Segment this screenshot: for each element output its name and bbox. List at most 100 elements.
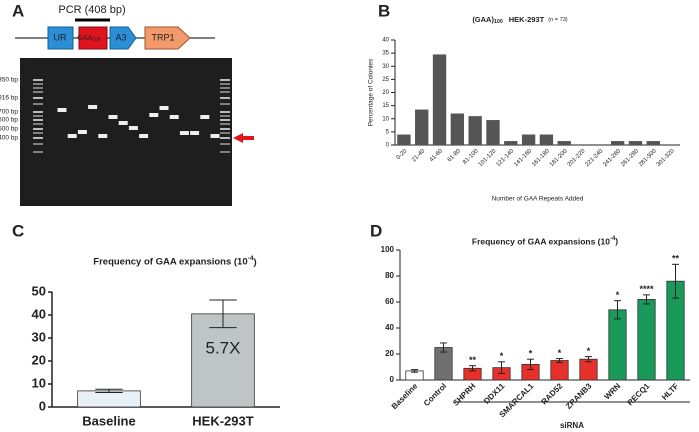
x-tick-label: 221-240 bbox=[585, 148, 605, 168]
ladder-band bbox=[33, 128, 43, 130]
y-tick-label: 20 bbox=[382, 90, 389, 96]
ladder-band bbox=[33, 87, 43, 89]
lane-number: 15 bbox=[201, 66, 208, 72]
gel-band bbox=[190, 131, 200, 135]
ladder-band bbox=[220, 115, 230, 117]
asterisk: * bbox=[169, 105, 174, 117]
y-tick-label: 35 bbox=[382, 51, 389, 57]
gel-band bbox=[88, 105, 98, 109]
y-tick-label: 15 bbox=[382, 103, 389, 109]
lane-number: 10 bbox=[150, 66, 157, 72]
x-tick-label: HLTF bbox=[660, 381, 680, 401]
red-arrow bbox=[233, 133, 254, 143]
diagram-box-label: A3 bbox=[115, 32, 126, 42]
diagram-box-label: UR bbox=[54, 32, 67, 42]
diagram-box-label: TRP1 bbox=[151, 32, 174, 42]
gaa-box bbox=[78, 26, 108, 50]
ladder-label: 600 bp bbox=[0, 117, 18, 124]
x-tick-label: Baseline bbox=[390, 381, 420, 411]
ladder-label: 916 bp bbox=[0, 95, 18, 102]
pcr-label: PCR (408 bp) bbox=[58, 4, 125, 16]
gel-band bbox=[77, 130, 87, 134]
bar bbox=[579, 358, 598, 381]
asterisk: * bbox=[118, 111, 123, 123]
ladder-band bbox=[33, 103, 43, 105]
ur-box bbox=[47, 26, 74, 50]
y-tick-label: 50 bbox=[32, 283, 46, 298]
gel-band bbox=[128, 126, 138, 130]
bar bbox=[628, 141, 643, 145]
gel-band bbox=[149, 113, 159, 117]
asterisk: * bbox=[159, 96, 164, 108]
x-tick-label: 61-80 bbox=[447, 148, 463, 164]
x-tick-label: 261-280 bbox=[620, 148, 640, 168]
gel bbox=[20, 58, 232, 206]
lane-number: 8 bbox=[132, 66, 136, 72]
ladder-band bbox=[33, 83, 43, 85]
error-bar bbox=[440, 342, 447, 353]
x-tick-label: RECQ1 bbox=[626, 381, 652, 407]
y-tick-label: 40 bbox=[385, 323, 394, 332]
ladder-band bbox=[220, 79, 230, 81]
significance: * bbox=[587, 346, 591, 356]
lane-number: 12 bbox=[171, 66, 178, 72]
ladder-band bbox=[33, 79, 43, 81]
lane-number: 6 bbox=[111, 66, 115, 72]
asterisk: * bbox=[77, 120, 82, 132]
x-tick-label: 301-320 bbox=[656, 148, 676, 168]
ladder-band bbox=[220, 123, 230, 125]
lane-number: 4 bbox=[91, 66, 95, 72]
gel-band bbox=[67, 134, 77, 138]
title-end: ) bbox=[615, 236, 618, 246]
ladder-band bbox=[220, 143, 230, 145]
x-tick-label: Baseline bbox=[82, 413, 135, 428]
y-tick-label: 10 bbox=[32, 375, 46, 390]
trp1-arrow bbox=[144, 26, 191, 50]
y-tick-label: 80 bbox=[385, 271, 394, 280]
chart-title: (GAA)100 HEK-293T (n = 73) bbox=[472, 15, 567, 25]
bar bbox=[450, 113, 465, 145]
panel-label: B bbox=[378, 1, 390, 20]
ladder-band bbox=[220, 97, 230, 99]
gel-band bbox=[57, 108, 67, 112]
bar bbox=[521, 134, 536, 145]
bar bbox=[191, 313, 255, 408]
x-tick-label: 101-120 bbox=[478, 148, 498, 168]
title-sup: -4 bbox=[610, 236, 616, 242]
ladder-band bbox=[220, 91, 230, 93]
y-tick-label: 10 bbox=[382, 116, 389, 122]
x-tick-label: ZRANB3 bbox=[564, 381, 594, 411]
ladder-label: 400 bp bbox=[0, 135, 18, 142]
asterisk: * bbox=[108, 105, 113, 117]
y-tick-label: 60 bbox=[385, 297, 394, 306]
lane-number: 11 bbox=[161, 66, 168, 72]
significance: * bbox=[529, 349, 533, 359]
lane-number: 2 bbox=[71, 66, 75, 72]
ladder-label: 500 bp bbox=[0, 126, 18, 133]
ladder-band bbox=[220, 111, 230, 113]
significance: ** bbox=[469, 355, 477, 365]
title-sup: -4 bbox=[248, 255, 254, 262]
panel-label: C bbox=[12, 221, 24, 240]
y-tick-label: 0 bbox=[386, 143, 390, 149]
lane-number: 7 bbox=[122, 66, 126, 72]
error-bar bbox=[643, 294, 650, 305]
y-tick-label: 30 bbox=[32, 329, 46, 344]
error-bar bbox=[411, 369, 418, 373]
ladder-band bbox=[33, 111, 43, 113]
a3-arrow bbox=[109, 26, 137, 50]
diagram-box-sub: 100 bbox=[92, 37, 101, 43]
ladder-band bbox=[33, 115, 43, 117]
significance: * bbox=[500, 351, 504, 361]
x-tick-label: 241-260 bbox=[602, 148, 622, 168]
gel-band bbox=[210, 134, 220, 138]
gel-label: GAA bbox=[24, 62, 39, 69]
bar bbox=[77, 390, 141, 408]
ladder-band bbox=[33, 119, 43, 121]
asterisk: * bbox=[200, 105, 205, 117]
lane-number: 3 bbox=[81, 66, 85, 72]
x-tick-label: 281-300 bbox=[638, 148, 658, 168]
ladder-band bbox=[33, 97, 43, 99]
gel-band bbox=[169, 115, 179, 119]
gel-band bbox=[108, 115, 118, 119]
